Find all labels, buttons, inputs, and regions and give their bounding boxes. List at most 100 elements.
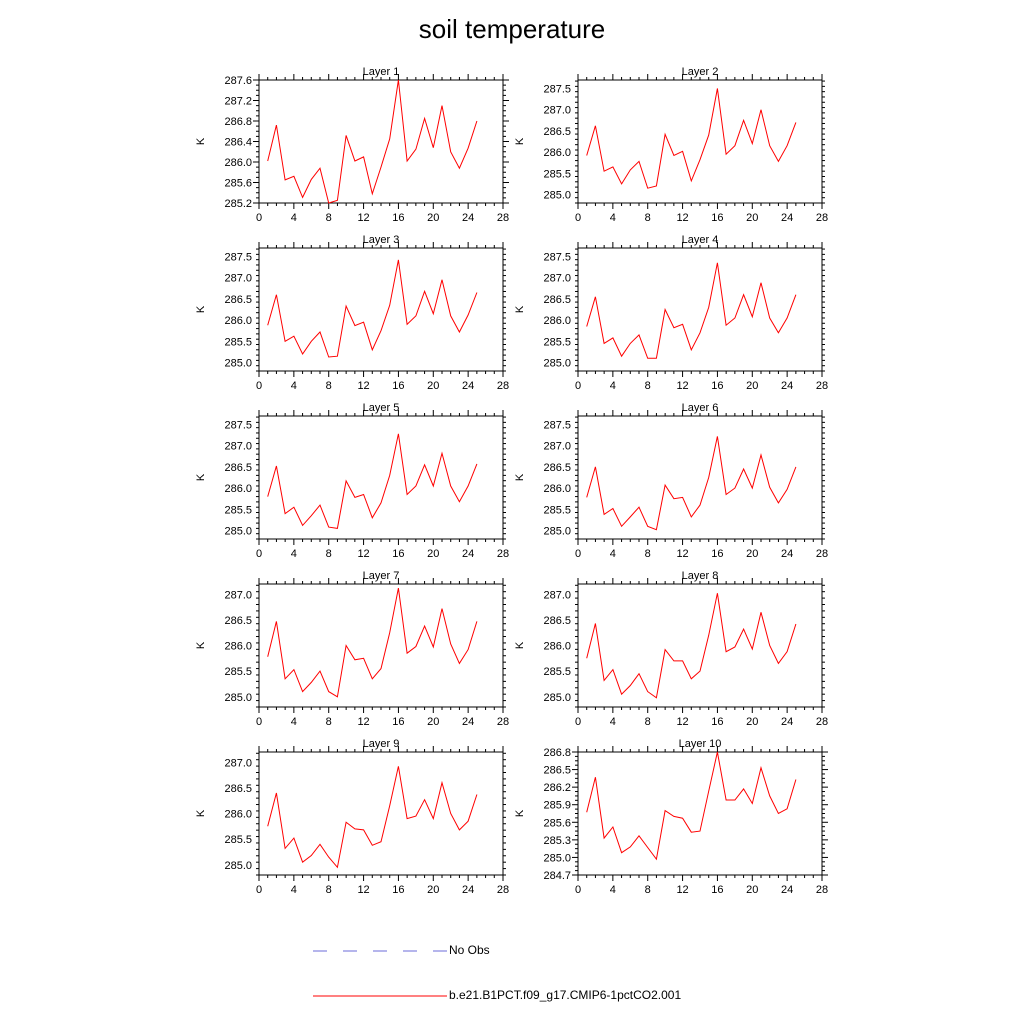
chart-title: soil temperature <box>418 14 606 44</box>
x-tick-label: 16 <box>392 548 404 560</box>
y-tick-label: 287.5 <box>224 419 252 431</box>
x-tick-label: 20 <box>746 548 758 560</box>
series-line <box>586 436 797 531</box>
x-tick-label: 12 <box>676 716 688 728</box>
x-tick-label: 20 <box>427 548 439 560</box>
panel-7: Layer 7 K 0 4 8 12 16 20 24 28 285.0 285.5 286.0 286.… <box>195 570 509 728</box>
x-tick-label: 24 <box>462 716 474 728</box>
x-tick-label: 0 <box>575 884 581 896</box>
x-tick-label: 28 <box>816 212 828 224</box>
y-tick-label: 285.0 <box>224 526 252 538</box>
y-tick-label: 285.2 <box>224 198 252 210</box>
panel-3: Layer 3 K 0 4 8 12 16 20 24 28 285.0 285.5 286.0 286.… <box>195 234 509 392</box>
y-tick-label: 286.0 <box>224 641 252 653</box>
x-tick-label: 12 <box>357 884 369 896</box>
panel-title: Layer 2 <box>682 66 719 78</box>
y-tick-label: 287.0 <box>224 441 252 453</box>
x-tick-label: 8 <box>645 716 651 728</box>
y-tick-label: 286.5 <box>543 765 571 777</box>
x-tick-label: 24 <box>781 548 793 560</box>
x-tick-label: 4 <box>610 212 616 224</box>
x-tick-label: 0 <box>575 380 581 392</box>
y-tick-label: 285.0 <box>224 358 252 370</box>
y-tick-label: 285.5 <box>543 168 571 180</box>
x-tick-label: 4 <box>610 716 616 728</box>
x-tick-label: 0 <box>575 716 581 728</box>
panel-6: Layer 6 K 0 4 8 12 16 20 24 28 285.0 285.5 286.0 286.… <box>514 402 828 560</box>
y-tick-label: 285.5 <box>543 666 571 678</box>
x-tick-label: 0 <box>256 212 262 224</box>
y-tick-label: 285.6 <box>543 817 571 829</box>
x-tick-label: 20 <box>427 380 439 392</box>
y-tick-label: 285.5 <box>224 336 252 348</box>
y-tick-label: 285.0 <box>543 358 571 370</box>
x-tick-label: 16 <box>711 380 723 392</box>
panel-9: Layer 9 K 0 4 8 12 16 20 24 28 285.0 285.5 286.0 286.… <box>195 738 509 896</box>
panel-title: Layer 1 <box>363 66 400 78</box>
y-axis-label: K <box>514 641 526 649</box>
y-tick-label: 286.8 <box>543 747 571 759</box>
x-tick-label: 28 <box>497 380 509 392</box>
y-tick-label: 287.0 <box>543 441 571 453</box>
series-line <box>267 588 478 698</box>
series-line <box>267 79 478 204</box>
panel-title: Layer 8 <box>682 570 719 582</box>
legend-model-label: b.e21.B1PCT.f09_g17.CMIP6-1pctCO2.001 <box>449 988 682 1002</box>
y-tick-label: 285.6 <box>224 178 252 190</box>
y-tick-label: 286.0 <box>543 641 571 653</box>
y-tick-label: 287.0 <box>224 757 252 769</box>
y-tick-label: 285.0 <box>543 190 571 202</box>
y-tick-label: 286.0 <box>224 809 252 821</box>
x-tick-label: 12 <box>357 380 369 392</box>
y-tick-label: 285.3 <box>543 835 571 847</box>
y-tick-label: 287.0 <box>543 273 571 285</box>
x-tick-label: 24 <box>462 548 474 560</box>
x-tick-label: 0 <box>256 380 262 392</box>
x-tick-label: 16 <box>392 380 404 392</box>
series-line <box>267 433 478 529</box>
y-tick-label: 286.0 <box>224 157 252 169</box>
panel-1: Layer 1 K 0 4 8 12 16 20 24 28 285.2 285.6 286.0 286.… <box>195 66 509 224</box>
x-tick-label: 28 <box>816 716 828 728</box>
y-tick-label: 284.7 <box>543 870 571 882</box>
x-tick-label: 20 <box>427 884 439 896</box>
series-line <box>586 593 797 699</box>
y-tick-label: 287.5 <box>543 83 571 95</box>
series-line <box>586 751 797 861</box>
x-tick-label: 4 <box>291 380 297 392</box>
series-line <box>267 766 478 869</box>
y-tick-label: 285.0 <box>543 526 571 538</box>
x-tick-label: 0 <box>256 716 262 728</box>
legend-no-obs-label: No Obs <box>449 943 490 957</box>
y-axis-label: K <box>514 809 526 817</box>
y-axis-label: K <box>195 641 207 649</box>
x-tick-label: 12 <box>676 548 688 560</box>
panel-title: Layer 5 <box>363 402 400 414</box>
y-axis-label: K <box>514 473 526 481</box>
x-tick-label: 24 <box>781 884 793 896</box>
y-tick-label: 286.5 <box>224 783 252 795</box>
y-tick-label: 286.8 <box>224 116 252 128</box>
y-tick-label: 287.6 <box>224 75 252 87</box>
y-tick-label: 286.5 <box>543 615 571 627</box>
y-tick-label: 286.5 <box>224 294 252 306</box>
panel-title: Layer 10 <box>679 738 722 750</box>
y-tick-label: 286.0 <box>224 483 252 495</box>
panel-title: Layer 3 <box>363 234 400 246</box>
x-tick-label: 28 <box>497 716 509 728</box>
x-tick-label: 12 <box>357 212 369 224</box>
y-tick-label: 286.5 <box>543 126 571 138</box>
x-tick-label: 12 <box>357 548 369 560</box>
x-tick-label: 0 <box>575 212 581 224</box>
x-tick-label: 24 <box>462 380 474 392</box>
y-axis-label: K <box>195 305 207 313</box>
x-tick-label: 24 <box>462 212 474 224</box>
x-tick-label: 8 <box>326 548 332 560</box>
x-tick-label: 24 <box>781 716 793 728</box>
panel-4: Layer 4 K 0 4 8 12 16 20 24 28 285.0 285.5 286.0 286.… <box>514 234 828 392</box>
x-tick-label: 8 <box>645 380 651 392</box>
y-tick-label: 287.0 <box>224 589 252 601</box>
x-tick-label: 8 <box>645 548 651 560</box>
panel-8: Layer 8 K 0 4 8 12 16 20 24 28 285.0 285.5 286.0 286.… <box>514 570 828 728</box>
